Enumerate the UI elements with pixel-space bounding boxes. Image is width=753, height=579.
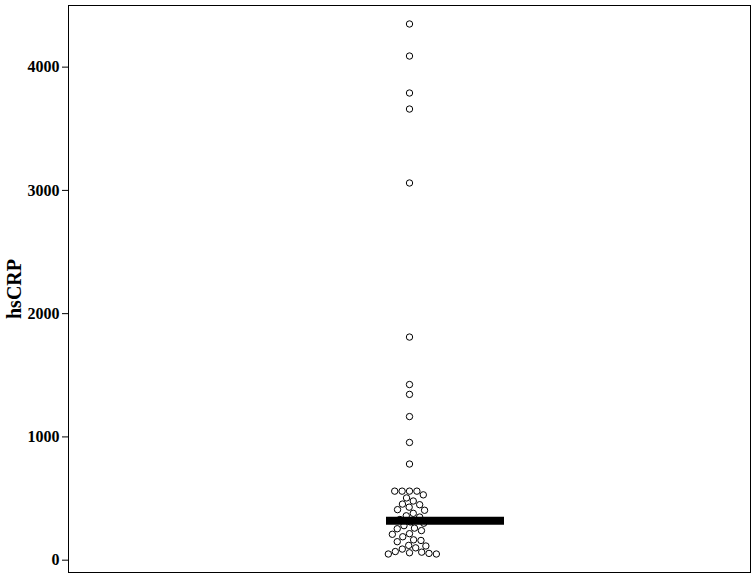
svg-text:0: 0 bbox=[52, 551, 60, 568]
svg-text:4000: 4000 bbox=[28, 58, 60, 75]
svg-text:3000: 3000 bbox=[28, 182, 60, 199]
svg-text:2000: 2000 bbox=[28, 305, 60, 322]
svg-text:hsCRP: hsCRP bbox=[3, 259, 25, 319]
svg-text:1000: 1000 bbox=[28, 428, 60, 445]
